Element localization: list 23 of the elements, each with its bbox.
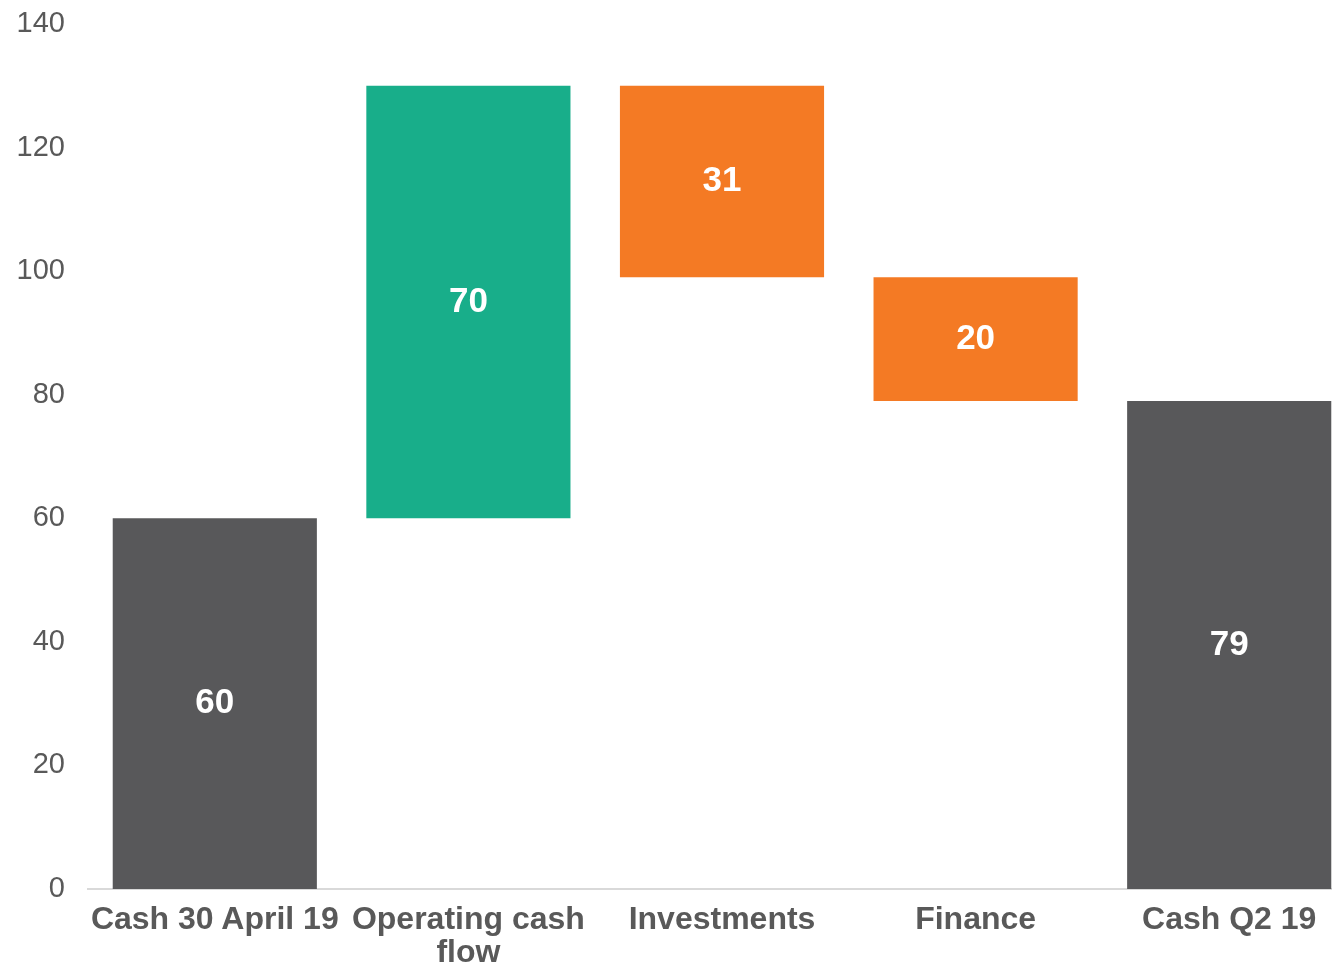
bar (873, 277, 1078, 401)
y-tick-label: 60 (32, 500, 65, 533)
x-tick-label: Finance (915, 899, 1037, 936)
y-tick-label: 0 (48, 871, 65, 903)
y-tick-label: 40 (32, 623, 65, 656)
data-label: 70 (448, 279, 488, 319)
bar (112, 518, 317, 889)
x-tick-label: Investments (628, 899, 816, 936)
y-tick-label: 20 (32, 747, 65, 780)
y-tick-label: 140 (16, 6, 65, 38)
bar (366, 85, 571, 519)
x-tick-label: Cash Q2 19 (1142, 899, 1317, 936)
y-tick-label: 80 (32, 376, 65, 409)
bar (1127, 400, 1332, 889)
data-label: 79 (1209, 622, 1249, 662)
y-tick-label: 120 (16, 129, 65, 162)
data-label: 31 (702, 159, 742, 199)
x-tick-label: Cash 30 April 19 (90, 899, 339, 936)
data-label: 20 (956, 316, 996, 356)
x-tick-label: Operating cash flow (351, 899, 585, 970)
y-tick-label: 100 (16, 253, 65, 286)
bar (619, 85, 825, 278)
data-label: 60 (195, 681, 235, 721)
